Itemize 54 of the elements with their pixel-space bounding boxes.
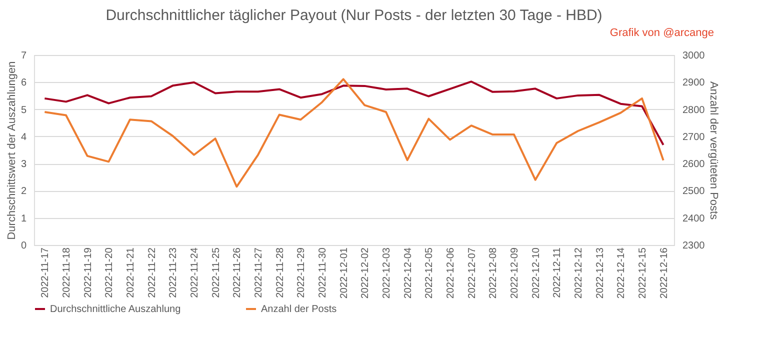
x-tick-label: 2022-11-17 (40, 247, 52, 298)
chart-title: Durchschnittlicher täglicher Payout (Nur Posts - der letzten 30 Tage - HBD) (106, 7, 602, 24)
x-tick-label: 2022-12-03 (382, 247, 392, 299)
y2-tick-label: 2700 (682, 132, 706, 143)
x-tick-label: 2022-12-16 (658, 247, 670, 299)
y2-tick-label: 2900 (682, 78, 706, 89)
x-tick-label: 2022-12-13 (594, 247, 606, 299)
x-tick-label: 2022-11-23 (168, 247, 180, 298)
y-tick-label: 7 (20, 50, 27, 62)
x-tick-label: 2022-11-25 (210, 247, 222, 298)
line-series (44, 78, 664, 188)
x-tick-label: 2022-11-24 (190, 247, 200, 298)
y-tick-label: 5 (20, 104, 27, 116)
x-tick-label: 2022-11-21 (126, 247, 136, 298)
x-tick-label: 2022-12-07 (466, 247, 478, 299)
line-series (44, 80, 664, 146)
y-axis-title: Durchschnittswert der Auszahlungen (6, 61, 18, 240)
y2-tick-label: 2300 (682, 240, 706, 252)
y2-axis-title: Anzahl der vergüteten Posts (708, 81, 720, 220)
y-tick-label: 4 (20, 132, 27, 143)
x-tick-label: 2022-12-06 (446, 247, 456, 299)
y2-tick-label: 3000 (682, 50, 706, 62)
x-tick-label: 2022-12-02 (360, 247, 372, 299)
x-tick-label: 2022-12-10 (530, 247, 542, 299)
y-tick-label: 3 (20, 159, 27, 170)
y-tick-label: 1 (20, 213, 27, 224)
x-tick-label: 2022-11-22 (146, 247, 158, 298)
y2-tick-label: 2500 (682, 186, 706, 198)
legend-label: Durchschnittliche Auszahlung (50, 304, 181, 315)
x-tick-label: 2022-11-20 (104, 247, 116, 298)
x-tick-label: 2022-12-05 (424, 247, 436, 299)
x-tick-label: 2022-12-04 (402, 247, 414, 299)
y-tick-label: 0 (20, 240, 27, 252)
x-tick-label: 2022-11-27 (254, 247, 264, 298)
x-tick-label: 2022-12-09 (510, 247, 520, 299)
y2-tick-label: 2400 (682, 213, 706, 224)
x-tick-label: 2022-12-01 (338, 247, 350, 299)
x-tick-label: 2022-12-11 (552, 247, 564, 298)
y-tick-label: 2 (20, 186, 27, 198)
x-tick-label: 2022-12-15 (638, 247, 648, 299)
y2-tick-label: 2600 (682, 159, 706, 170)
y2-tick-label: 2800 (682, 104, 706, 116)
x-tick-label: 2022-11-18 (62, 247, 72, 298)
x-tick-label: 2022-12-12 (574, 247, 584, 299)
y-tick-label: 6 (20, 78, 27, 89)
legend-label: Anzahl der Posts (261, 304, 337, 315)
x-tick-label: 2022-12-08 (488, 247, 500, 299)
x-tick-label: 2022-11-30 (318, 247, 328, 298)
text: Grafik von @arcange (610, 27, 714, 39)
x-tick-label: 2022-11-28 (274, 247, 286, 298)
x-tick-label: 2022-11-19 (82, 247, 94, 298)
x-tick-label: 2022-12-14 (616, 247, 628, 299)
x-tick-label: 2022-11-26 (232, 247, 244, 298)
x-tick-label: 2022-11-29 (296, 247, 308, 298)
